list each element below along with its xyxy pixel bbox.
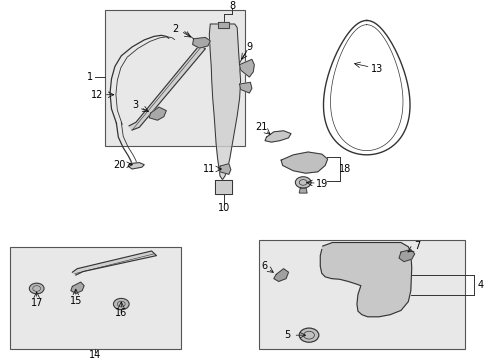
Text: 18: 18 bbox=[338, 164, 351, 174]
Polygon shape bbox=[209, 24, 240, 180]
Polygon shape bbox=[398, 249, 414, 262]
Text: 1: 1 bbox=[87, 72, 93, 82]
Text: 15: 15 bbox=[69, 296, 82, 306]
Circle shape bbox=[113, 298, 129, 310]
Text: 4: 4 bbox=[476, 280, 482, 290]
Text: 5: 5 bbox=[284, 330, 290, 340]
Bar bbox=[259, 240, 464, 349]
Bar bbox=[105, 10, 244, 146]
Polygon shape bbox=[239, 82, 251, 93]
Text: 17: 17 bbox=[30, 298, 43, 308]
Polygon shape bbox=[71, 282, 84, 293]
Polygon shape bbox=[128, 163, 144, 169]
Polygon shape bbox=[215, 180, 232, 194]
Circle shape bbox=[299, 328, 318, 342]
Text: 9: 9 bbox=[246, 42, 252, 51]
Text: 20: 20 bbox=[113, 160, 125, 170]
Text: 6: 6 bbox=[261, 261, 266, 271]
Text: 16: 16 bbox=[115, 308, 127, 318]
Bar bbox=[10, 247, 181, 349]
Text: 11: 11 bbox=[203, 164, 215, 174]
Text: 21: 21 bbox=[254, 122, 267, 132]
Text: 8: 8 bbox=[229, 1, 235, 10]
Polygon shape bbox=[72, 251, 156, 275]
Circle shape bbox=[29, 283, 44, 294]
Polygon shape bbox=[281, 152, 327, 173]
Polygon shape bbox=[264, 131, 290, 142]
Text: 10: 10 bbox=[217, 203, 230, 213]
Polygon shape bbox=[149, 107, 166, 120]
Polygon shape bbox=[192, 37, 210, 48]
Text: 2: 2 bbox=[172, 24, 178, 34]
Polygon shape bbox=[273, 269, 288, 282]
Polygon shape bbox=[239, 59, 254, 77]
Polygon shape bbox=[299, 188, 306, 193]
Polygon shape bbox=[129, 45, 205, 130]
Text: 13: 13 bbox=[370, 64, 383, 74]
Text: 7: 7 bbox=[413, 241, 419, 251]
Text: 19: 19 bbox=[315, 179, 327, 189]
Text: 14: 14 bbox=[89, 350, 102, 360]
Circle shape bbox=[295, 177, 310, 188]
Text: 12: 12 bbox=[90, 90, 103, 100]
Polygon shape bbox=[320, 243, 411, 317]
Text: 3: 3 bbox=[132, 100, 138, 110]
Polygon shape bbox=[220, 164, 230, 174]
Polygon shape bbox=[217, 22, 228, 27]
